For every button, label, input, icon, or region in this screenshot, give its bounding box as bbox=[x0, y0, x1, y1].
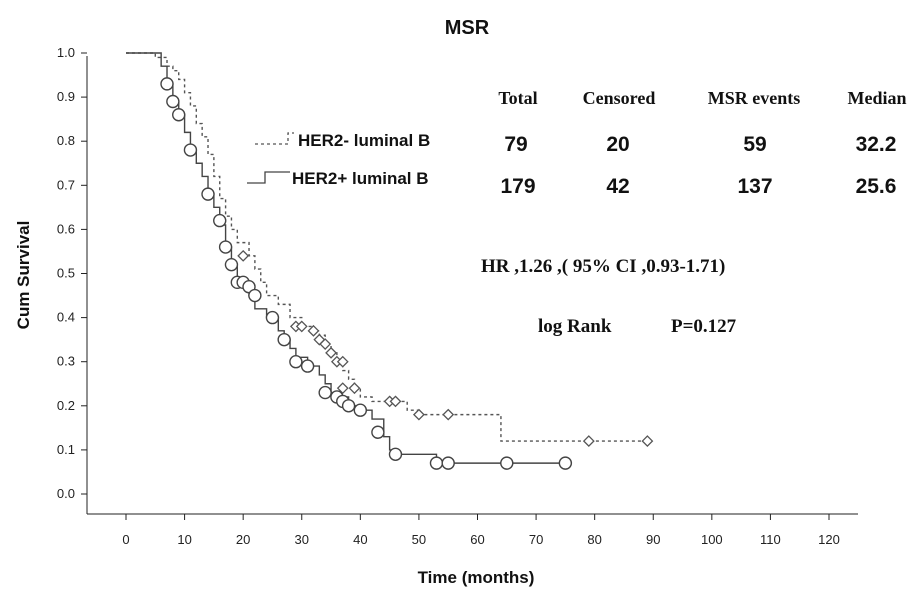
censor-marker-circle bbox=[183, 143, 198, 157]
censor-marker-circle bbox=[172, 108, 186, 122]
censor-marker-circle bbox=[300, 359, 315, 373]
y-tick-label: 0.9 bbox=[57, 89, 75, 104]
censor-marker-circle bbox=[277, 332, 291, 347]
legend-line-her2-negative bbox=[255, 132, 294, 145]
censor-marker-diamond bbox=[412, 408, 425, 421]
x-tick-label: 120 bbox=[818, 532, 840, 547]
censor-marker-circle bbox=[558, 456, 573, 470]
p-value-annotation: P=0.127 bbox=[671, 316, 737, 337]
censor-marker-diamond bbox=[325, 346, 337, 359]
stats-cell: 137 bbox=[737, 175, 772, 198]
y-tick-label: 0.6 bbox=[57, 221, 75, 236]
censor-marker-circle bbox=[166, 94, 180, 109]
x-tick-label: 50 bbox=[412, 532, 426, 547]
stats-cell: 32.2 bbox=[856, 133, 897, 156]
y-tick-label: 0.7 bbox=[57, 177, 75, 192]
axes bbox=[86, 56, 858, 515]
x-tick-label: 80 bbox=[587, 532, 601, 547]
censor-marker-diamond bbox=[348, 382, 361, 395]
censor-marker-diamond bbox=[237, 249, 250, 262]
survival-curve-her2-negative bbox=[126, 52, 648, 442]
censor-marker-diamond bbox=[295, 320, 308, 333]
x-ticks: 0 10 20 30 40 50 60 70 80 90 100 110 120 bbox=[122, 514, 840, 547]
censor-marker-diamond bbox=[336, 382, 349, 395]
censor-marker-circle bbox=[218, 240, 233, 254]
censor-marker-circle bbox=[429, 456, 444, 470]
series-layer bbox=[126, 52, 654, 470]
censor-marker-circle bbox=[371, 425, 385, 439]
x-tick-label: 100 bbox=[701, 532, 723, 547]
y-tick-label: 0.0 bbox=[57, 486, 75, 501]
stats-cell: 20 bbox=[606, 133, 629, 156]
censor-marker-diamond bbox=[336, 355, 349, 368]
x-tick-label: 110 bbox=[760, 532, 781, 547]
stats-cell: 59 bbox=[743, 133, 766, 156]
stats-header-total: Total bbox=[498, 88, 537, 108]
x-tick-label: 30 bbox=[295, 532, 309, 547]
y-tick-label: 0.1 bbox=[57, 442, 75, 457]
y-tick-label: 0.4 bbox=[57, 310, 75, 325]
stats-table: Total Censored MSR events Median 79 20 5… bbox=[498, 88, 906, 198]
y-tick-label: 0.5 bbox=[57, 266, 75, 281]
censor-marker-circle bbox=[160, 77, 174, 91]
censor-marker-circle bbox=[224, 257, 239, 272]
y-tick-label: 0.2 bbox=[57, 398, 75, 413]
y-tick-label: 1.0 bbox=[57, 45, 75, 60]
stats-cell: 179 bbox=[500, 175, 535, 198]
censor-marker-circle bbox=[201, 187, 215, 201]
censor-marker-circle bbox=[213, 213, 227, 228]
x-tick-label: 10 bbox=[177, 532, 191, 547]
censor-marker-diamond bbox=[307, 324, 320, 337]
legend: HER2- luminal B HER2+ luminal B bbox=[247, 131, 430, 188]
stats-header-events: MSR events bbox=[708, 88, 801, 108]
censor-marker-circle bbox=[341, 399, 356, 413]
x-tick-label: 20 bbox=[236, 532, 250, 547]
censor-marker-diamond bbox=[389, 395, 402, 408]
x-tick-label: 60 bbox=[470, 532, 484, 547]
hazard-ratio-annotation: HR ,1.26 ,( 95% CI ,0.93-1.71) bbox=[481, 256, 725, 277]
censor-marker-diamond bbox=[582, 435, 595, 447]
censor-marker-diamond bbox=[641, 435, 654, 447]
y-ticks: 0.0 0.1 0.2 0.3 0.4 0.5 0.6 0.7 0.8 0.9 1.0 bbox=[57, 45, 87, 501]
censor-marker-diamond bbox=[319, 338, 332, 350]
censor-marker-circle bbox=[353, 403, 368, 417]
censor-marker-circle bbox=[318, 385, 332, 400]
x-tick-label: 90 bbox=[646, 532, 660, 547]
x-tick-label: 70 bbox=[529, 532, 543, 547]
y-axis-label: Cum Survival bbox=[14, 221, 33, 330]
censor-marker-circle bbox=[441, 456, 455, 470]
censor-marker-circle bbox=[289, 355, 303, 369]
x-tick-label: 40 bbox=[353, 532, 367, 547]
stats-cell: 42 bbox=[606, 175, 629, 198]
censor-marker-circle bbox=[388, 447, 403, 462]
stats-header-median: Median bbox=[847, 88, 906, 108]
legend-label-her2-negative: HER2- luminal B bbox=[298, 131, 430, 150]
censor-marker-circle bbox=[265, 310, 280, 325]
legend-line-her2-positive bbox=[247, 171, 290, 184]
x-axis-label: Time (months) bbox=[418, 568, 535, 587]
stats-cell: 79 bbox=[504, 133, 527, 156]
censor-marker-circle bbox=[500, 456, 514, 470]
stats-cell: 25.6 bbox=[856, 175, 897, 198]
legend-label-her2-positive: HER2+ luminal B bbox=[292, 169, 429, 188]
censor-marker-circle bbox=[248, 288, 262, 303]
log-rank-label: log Rank bbox=[538, 316, 612, 337]
x-tick-label: 0 bbox=[122, 532, 129, 547]
y-tick-label: 0.8 bbox=[57, 133, 75, 148]
stats-header-censored: Censored bbox=[583, 88, 656, 108]
chart-title: MSR bbox=[445, 17, 490, 39]
censor-marker-diamond bbox=[442, 408, 455, 421]
y-tick-label: 0.3 bbox=[57, 354, 75, 369]
